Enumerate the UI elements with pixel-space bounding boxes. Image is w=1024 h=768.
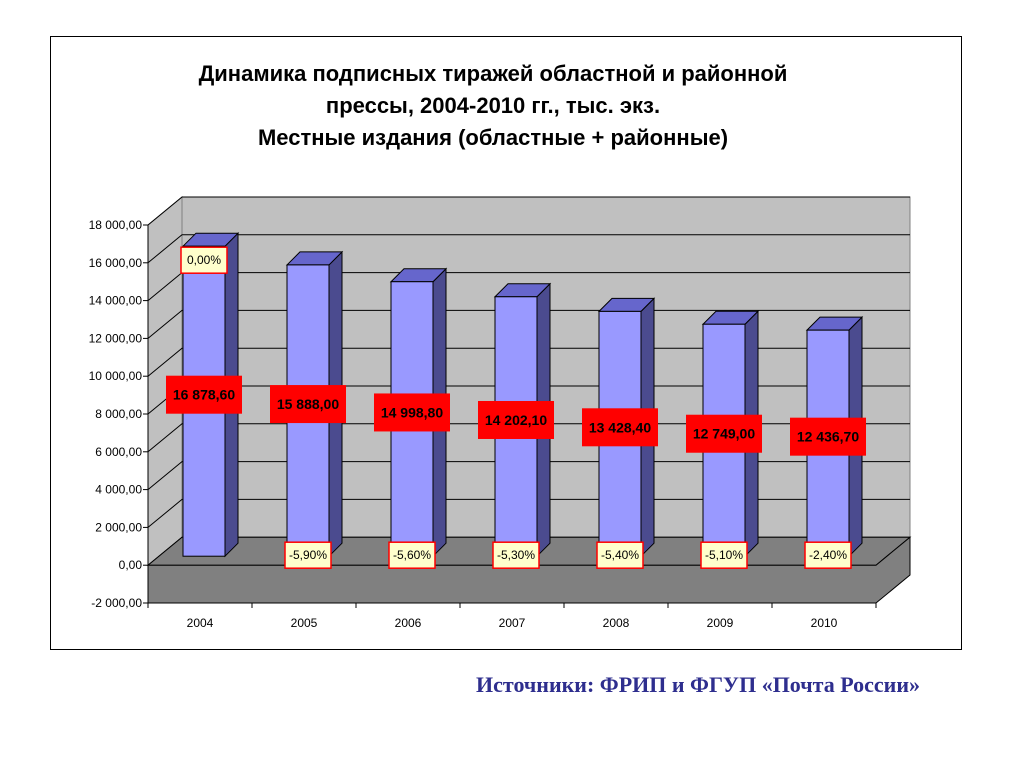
value-label-box [582,408,658,447]
x-tick-label: 2009 [707,616,734,630]
change-label-2004: 0,00% [180,246,228,274]
value-label-text: 15 888,00 [277,396,339,412]
y-tick-label: 4 000,00 [95,483,142,497]
value-label-box [478,400,554,439]
x-tick-label: 2007 [499,616,526,630]
x-tick-label: 2008 [603,616,630,630]
value-label-box [790,417,866,456]
change-label-box [388,541,436,569]
value-label-2009: 12 749,00 [686,414,762,453]
change-label-2008: -5,40% [596,541,644,569]
change-label-text: -5,10% [705,548,743,562]
x-tick-label: 2010 [811,616,838,630]
value-label-text: 13 428,40 [589,419,651,435]
change-label-2006: -5,60% [388,541,436,569]
change-label-text: -5,90% [289,548,327,562]
x-tick-label: 2004 [187,616,214,630]
value-label-text: 14 202,10 [485,412,547,428]
value-label-text: 12 749,00 [693,426,755,442]
value-label-2010: 12 436,70 [790,417,866,456]
y-tick-label: 14 000,00 [89,294,143,308]
value-label-text: 12 436,70 [797,429,859,445]
title-line-1: Динамика подписных тиражей областной и р… [198,61,788,86]
change-label-text: -5,30% [497,548,535,562]
change-label-box [180,246,228,274]
x-tick-label: 2005 [291,616,318,630]
value-label-2008: 13 428,40 [582,408,658,447]
gridline [147,498,910,528]
value-label-box [166,375,242,414]
gridline [147,423,910,453]
change-label-2005: -5,90% [284,541,332,569]
x-tick-label: 2006 [395,616,422,630]
title-line-3: Местные издания (областные + районные) [257,125,729,150]
value-label-2007: 14 202,10 [478,400,554,439]
y-tick-label: 2 000,00 [95,520,142,534]
gridline [147,309,910,339]
change-label-text: -2,40% [809,548,847,562]
change-label-text: 0,00% [187,253,221,267]
gridline [147,196,910,226]
y-tick-label: 16 000,00 [89,256,143,270]
y-tick-label: 18 000,00 [89,218,143,232]
change-label-box [804,541,852,569]
y-tick-label: 10 000,00 [89,369,143,383]
y-tick-label: 8 000,00 [95,407,142,421]
y-tick-label: 6 000,00 [95,445,142,459]
source-note: Источники: ФРИП и ФГУП «Почта России» [476,672,920,697]
change-label-2010: -2,40% [804,541,852,569]
change-label-box [284,541,332,569]
gridline [147,461,910,490]
change-label-2007: -5,30% [492,541,540,569]
gridline [147,347,910,377]
change-label-text: -5,40% [601,548,639,562]
value-label-text: 16 878,60 [173,387,235,403]
y-tick-label: -2 000,00 [91,596,142,610]
value-label-box [686,414,762,453]
value-label-box [374,393,450,432]
value-label-2004: 16 878,60 [166,375,242,414]
title-line-2: прессы, 2004-2010 гг., тыс. экз. [325,93,661,118]
change-label-box [492,541,540,569]
change-label-text: -5,60% [393,548,431,562]
chart-title: Динамика подписных тиражей областной и р… [50,58,936,154]
value-label-2006: 14 998,80 [374,393,450,432]
gridline [147,234,910,264]
value-label-box [270,385,346,424]
value-label-text: 14 998,80 [381,404,443,420]
value-label-2005: 15 888,00 [270,385,346,424]
change-label-box [700,541,748,569]
y-tick-label: 12 000,00 [89,331,143,345]
change-label-2009: -5,10% [700,541,748,569]
y-tick-label: 0,00 [119,558,143,572]
change-label-box [596,541,644,569]
